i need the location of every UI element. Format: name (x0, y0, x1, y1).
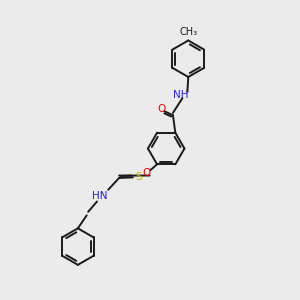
Text: S: S (136, 172, 142, 182)
Text: O: O (142, 168, 151, 178)
Text: CH₃: CH₃ (179, 27, 197, 37)
Text: HN: HN (92, 190, 108, 201)
Text: NH: NH (173, 90, 189, 100)
Text: O: O (158, 104, 166, 114)
